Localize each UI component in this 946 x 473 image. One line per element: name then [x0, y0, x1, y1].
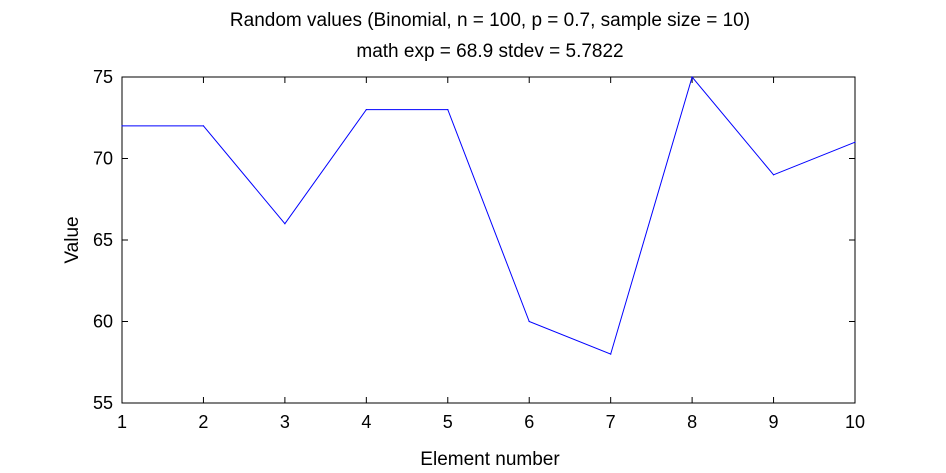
x-tick-label: 6: [524, 412, 534, 432]
x-tick-label: 8: [687, 412, 697, 432]
series-line: [122, 75, 856, 355]
data-point: [284, 223, 286, 225]
data-point: [854, 141, 856, 143]
data-point: [447, 109, 449, 111]
x-axis-label: Element number: [420, 449, 560, 470]
y-tick-label: 65: [93, 230, 113, 250]
data-point: [365, 109, 367, 111]
y-axis-ticks: 55 60 65 70 75: [93, 67, 855, 413]
y-tick-label: 55: [93, 393, 113, 413]
x-axis-ticks: 1 2 3 4 5 6 7 8 9 10: [117, 77, 865, 432]
data-point: [202, 125, 205, 127]
data-point: [610, 353, 612, 355]
x-tick-label: 10: [845, 412, 865, 432]
chart-title: Random values (Binomial, n = 100, p = 0.…: [230, 10, 750, 31]
x-tick-label: 1: [117, 412, 127, 432]
data-point: [772, 174, 775, 176]
y-tick-label: 75: [93, 67, 113, 87]
data-point: [528, 320, 530, 323]
data-point: [691, 76, 693, 78]
series-layer: [121, 75, 856, 355]
y-tick-label: 60: [93, 312, 113, 332]
chart-subtitle: math exp = 68.9 stdev = 5.7822: [356, 41, 623, 62]
y-axis-label: Value: [62, 216, 83, 263]
x-tick-label: 2: [198, 412, 208, 432]
x-tick-label: 9: [769, 412, 779, 432]
x-tick-label: 4: [361, 412, 371, 432]
x-tick-label: 3: [280, 412, 290, 432]
y-tick-label: 70: [93, 149, 113, 169]
data-point: [121, 125, 123, 127]
x-tick-label: 5: [443, 412, 453, 432]
x-tick-label: 7: [606, 412, 616, 432]
plot-area: [121, 76, 856, 404]
